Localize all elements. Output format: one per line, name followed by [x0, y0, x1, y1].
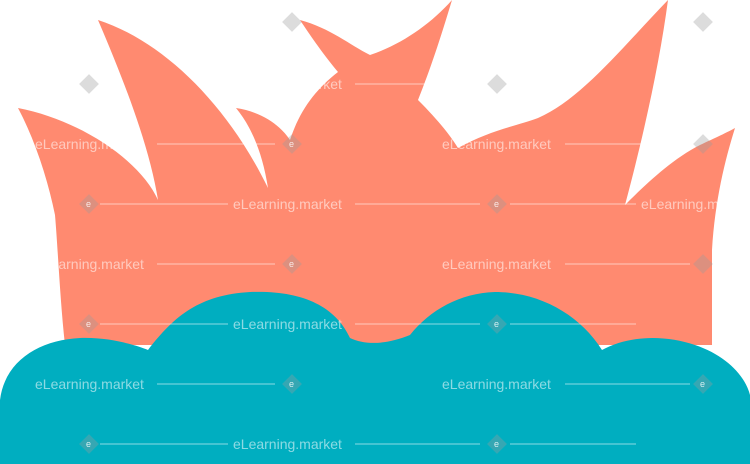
watermark-logo-icon [487, 434, 507, 454]
watermark-logo-letter: e [289, 379, 294, 389]
watermark-logo-icon [79, 194, 99, 214]
watermark-logo-icon [693, 374, 713, 394]
watermark-logo-icon [282, 374, 302, 394]
watermark-logo-letter: e [289, 139, 294, 149]
watermark-logo-icon [282, 254, 302, 274]
watermark-text: eLearning.market [442, 256, 551, 272]
watermark-text: eLearning.market [233, 196, 342, 212]
watermark-logo-letter: e [289, 259, 294, 269]
watermark-text: eLearning.market [35, 136, 144, 152]
watermark-text: eLearning.market [233, 436, 342, 452]
watermark-logo-icon [693, 12, 713, 32]
watermark-logo-icon [487, 194, 507, 214]
watermark-logo-icon [79, 74, 99, 94]
teal-waves-shape [0, 291, 750, 464]
watermark-text: eLearning.market [442, 376, 551, 392]
watermark-logo-letter: e [494, 439, 499, 449]
watermark-logo-letter: e [86, 199, 91, 209]
watermark-logo-icon [487, 74, 507, 94]
watermark-text: eLearning.market [35, 376, 144, 392]
watermark-logo-icon [79, 434, 99, 454]
watermark-logo-letter: e [86, 439, 91, 449]
watermark-logo-letter: e [494, 319, 499, 329]
watermark-logo-icon [282, 12, 302, 32]
watermark-logo-letter: e [86, 319, 91, 329]
watermark-text: eLearning.market [35, 256, 144, 272]
watermark-layer: eLearning.market e eLearning.market eLea… [35, 12, 750, 454]
watermark-text: eLearning.market [233, 76, 342, 92]
watermark-logo-letter: e [494, 199, 499, 209]
watermark-logo-icon [693, 254, 713, 274]
watermark-logo-icon [79, 314, 99, 334]
watermark-logo-letter: e [700, 379, 705, 389]
watermark-text: eLearning.market [442, 136, 551, 152]
watermark-text: eLearning.market [233, 316, 342, 332]
watermark-logo-icon [487, 314, 507, 334]
coral-flames-shape [18, 0, 735, 345]
watermark-text: eLearning.market [641, 196, 750, 212]
watermark-logo-icon [282, 134, 302, 154]
